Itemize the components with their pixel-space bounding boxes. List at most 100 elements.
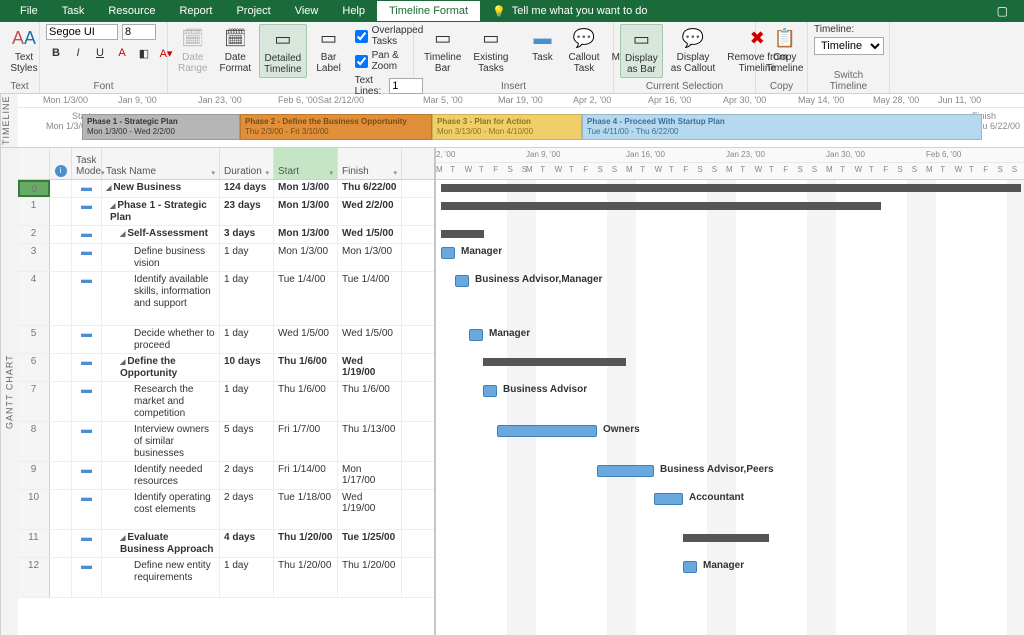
gantt-chart[interactable]: 2, '00Jan 9, '00Jan 16, '00Jan 23, '00Ja… (436, 148, 1024, 635)
duration-cell[interactable]: 2 days (220, 462, 274, 489)
start-cell[interactable]: Thu 1/20/00 (274, 558, 338, 597)
detailed-timeline-button[interactable]: ▭Detailed Timeline (259, 24, 306, 78)
task-name-cell[interactable]: Decide whether to proceed (102, 326, 220, 353)
finish-cell[interactable]: Mon 1/17/00 (338, 462, 402, 489)
duration-cell[interactable]: 1 day (220, 326, 274, 353)
table-row[interactable]: 9▬Identify needed resources2 daysFri 1/1… (18, 462, 434, 490)
timeline-bar-button[interactable]: ▭Timeline Bar (420, 24, 465, 76)
start-cell[interactable]: Thu 1/6/00 (274, 382, 338, 421)
bar-label-button[interactable]: ▭Bar Label (311, 24, 347, 76)
font-name-input[interactable] (46, 24, 118, 40)
finish-cell[interactable]: Thu 6/22/00 (338, 180, 402, 197)
callout-task-button[interactable]: 💬Callout Task (564, 24, 603, 76)
tab-view[interactable]: View (283, 1, 331, 21)
duration-cell[interactable]: 2 days (220, 490, 274, 529)
table-row[interactable]: 7▬Research the market and competition1 d… (18, 382, 434, 422)
task-bar[interactable] (469, 329, 483, 341)
text-styles-button[interactable]: AA Text Styles (6, 24, 42, 76)
timeline-phase[interactable]: Phase 4 - Proceed With Startup PlanTue 4… (582, 114, 982, 140)
duration-cell[interactable]: 1 day (220, 244, 274, 271)
tab-resource[interactable]: Resource (96, 1, 167, 21)
finish-cell[interactable]: Wed 1/5/00 (338, 226, 402, 243)
task-name-cell[interactable]: Identify operating cost elements (102, 490, 220, 529)
task-name-cell[interactable]: Identify available skills, information a… (102, 272, 220, 325)
task-button[interactable]: ▬Task (524, 24, 560, 65)
tell-me[interactable]: 💡 Tell me what you want to do (492, 5, 647, 18)
start-cell[interactable]: Tue 1/4/00 (274, 272, 338, 325)
table-row[interactable]: 12▬Define new entity requirements1 dayTh… (18, 558, 434, 598)
finish-cell[interactable]: Mon 1/3/00 (338, 244, 402, 271)
table-row[interactable]: 2▬Self-Assessment3 daysMon 1/3/00Wed 1/5… (18, 226, 434, 244)
underline-button[interactable]: U (90, 44, 110, 62)
summary-bar[interactable] (441, 230, 484, 238)
finish-cell[interactable]: Wed 1/19/00 (338, 354, 402, 381)
timeline-phase[interactable]: Phase 3 - Plan for ActionMon 3/13/00 - M… (432, 114, 582, 140)
table-row[interactable]: 8▬Interview owners of similar businesses… (18, 422, 434, 462)
overlapped-tasks-check[interactable]: Overlapped Tasks (355, 25, 424, 47)
task-bar[interactable] (455, 275, 469, 287)
finish-cell[interactable]: Thu 1/20/00 (338, 558, 402, 597)
col-finish[interactable]: Finish▾ (338, 148, 402, 179)
existing-tasks-button[interactable]: ▭Existing Tasks (469, 24, 512, 76)
copy-timeline-button[interactable]: 📋Copy Timeline (762, 24, 807, 76)
finish-cell[interactable]: Wed 1/5/00 (338, 326, 402, 353)
task-bar[interactable] (483, 385, 497, 397)
col-duration[interactable]: Duration▾ (220, 148, 274, 179)
table-row[interactable]: 1▬Phase 1 - Strategic Plan23 daysMon 1/3… (18, 198, 434, 226)
finish-cell[interactable]: Thu 1/6/00 (338, 382, 402, 421)
start-cell[interactable]: Fri 1/7/00 (274, 422, 338, 461)
duration-cell[interactable]: 3 days (220, 226, 274, 243)
task-name-cell[interactable]: Research the market and competition (102, 382, 220, 421)
timeline-phase[interactable]: Phase 2 - Define the Business Opportunit… (240, 114, 432, 140)
display-as-callout-button[interactable]: 💬Display as Callout (667, 24, 719, 76)
task-name-cell[interactable]: Evaluate Business Approach (102, 530, 220, 557)
date-range-button[interactable]: 🗓Date Range (174, 24, 211, 76)
task-name-cell[interactable]: Interview owners of similar businesses (102, 422, 220, 461)
display-as-bar-button[interactable]: ▭Display as Bar (620, 24, 663, 78)
finish-cell[interactable]: Thu 1/13/00 (338, 422, 402, 461)
duration-cell[interactable]: 124 days (220, 180, 274, 197)
pan-zoom-check[interactable]: Pan & Zoom (355, 50, 424, 72)
task-bar[interactable] (441, 247, 455, 259)
start-cell[interactable]: Mon 1/3/00 (274, 198, 338, 225)
finish-cell[interactable]: Wed 2/2/00 (338, 198, 402, 225)
tab-timeline-format[interactable]: Timeline Format (377, 1, 480, 21)
start-cell[interactable]: Tue 1/18/00 (274, 490, 338, 529)
tab-file[interactable]: File (8, 1, 50, 21)
task-bar[interactable] (597, 465, 654, 477)
table-row[interactable]: 4▬Identify available skills, information… (18, 272, 434, 326)
tab-task[interactable]: Task (50, 1, 97, 21)
col-info[interactable]: i (50, 148, 72, 179)
task-name-cell[interactable]: Identify needed resources (102, 462, 220, 489)
summary-bar[interactable] (683, 534, 769, 542)
duration-cell[interactable]: 5 days (220, 422, 274, 461)
summary-bar[interactable] (441, 184, 1021, 192)
col-start[interactable]: Start▾ (274, 148, 338, 179)
task-name-cell[interactable]: Define the Opportunity (102, 354, 220, 381)
start-cell[interactable]: Fri 1/14/00 (274, 462, 338, 489)
duration-cell[interactable]: 10 days (220, 354, 274, 381)
table-row[interactable]: 11▬Evaluate Business Approach4 daysThu 1… (18, 530, 434, 558)
task-bar[interactable] (654, 493, 683, 505)
date-format-button[interactable]: 🗓Date Format (215, 24, 255, 76)
col-task-mode[interactable]: Task Mode▾ (72, 148, 102, 179)
task-name-cell[interactable]: Phase 1 - Strategic Plan (102, 198, 220, 225)
start-cell[interactable]: Mon 1/3/00 (274, 244, 338, 271)
col-task-name[interactable]: Task Name▾ (102, 148, 220, 179)
summary-bar[interactable] (441, 202, 881, 210)
start-cell[interactable]: Thu 1/20/00 (274, 530, 338, 557)
font-color-button[interactable]: A (112, 44, 132, 62)
task-name-cell[interactable]: New Business (102, 180, 220, 197)
tab-report[interactable]: Report (167, 1, 224, 21)
table-row[interactable]: 0▬New Business124 daysMon 1/3/00Thu 6/22… (18, 180, 434, 198)
bold-button[interactable]: B (46, 44, 66, 62)
fill-color-button[interactable]: ◧ (134, 44, 154, 62)
table-row[interactable]: 6▬Define the Opportunity10 daysThu 1/6/0… (18, 354, 434, 382)
start-cell[interactable]: Thu 1/6/00 (274, 354, 338, 381)
timeline-phase[interactable]: Phase 1 - Strategic PlanMon 1/3/00 - Wed… (82, 114, 240, 140)
task-name-cell[interactable]: Define new entity requirements (102, 558, 220, 597)
finish-cell[interactable]: Tue 1/25/00 (338, 530, 402, 557)
timeline-select[interactable]: Timeline (814, 37, 884, 55)
start-cell[interactable]: Wed 1/5/00 (274, 326, 338, 353)
task-name-cell[interactable]: Define business vision (102, 244, 220, 271)
